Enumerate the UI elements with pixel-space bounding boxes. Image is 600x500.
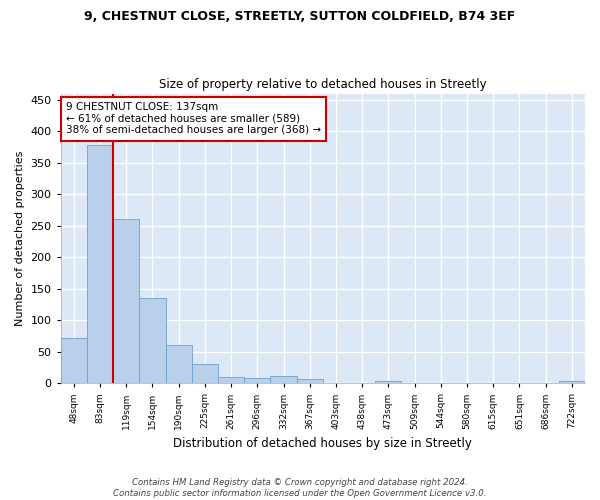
- Bar: [559, 380, 585, 384]
- Bar: [218, 377, 244, 384]
- Bar: [61, 338, 87, 384]
- Bar: [244, 378, 271, 384]
- Bar: [139, 298, 166, 384]
- Bar: [271, 376, 296, 384]
- Text: 9, CHESTNUT CLOSE, STREETLY, SUTTON COLDFIELD, B74 3EF: 9, CHESTNUT CLOSE, STREETLY, SUTTON COLD…: [85, 10, 515, 23]
- Bar: [166, 346, 192, 384]
- Text: 9 CHESTNUT CLOSE: 137sqm
← 61% of detached houses are smaller (589)
38% of semi-: 9 CHESTNUT CLOSE: 137sqm ← 61% of detach…: [66, 102, 321, 136]
- Title: Size of property relative to detached houses in Streetly: Size of property relative to detached ho…: [159, 78, 487, 91]
- Y-axis label: Number of detached properties: Number of detached properties: [15, 150, 25, 326]
- Bar: [375, 380, 401, 384]
- Bar: [113, 219, 139, 384]
- Bar: [192, 364, 218, 384]
- Text: Contains HM Land Registry data © Crown copyright and database right 2024.
Contai: Contains HM Land Registry data © Crown c…: [113, 478, 487, 498]
- X-axis label: Distribution of detached houses by size in Streetly: Distribution of detached houses by size …: [173, 437, 472, 450]
- Bar: [296, 380, 323, 384]
- Bar: [87, 145, 113, 384]
